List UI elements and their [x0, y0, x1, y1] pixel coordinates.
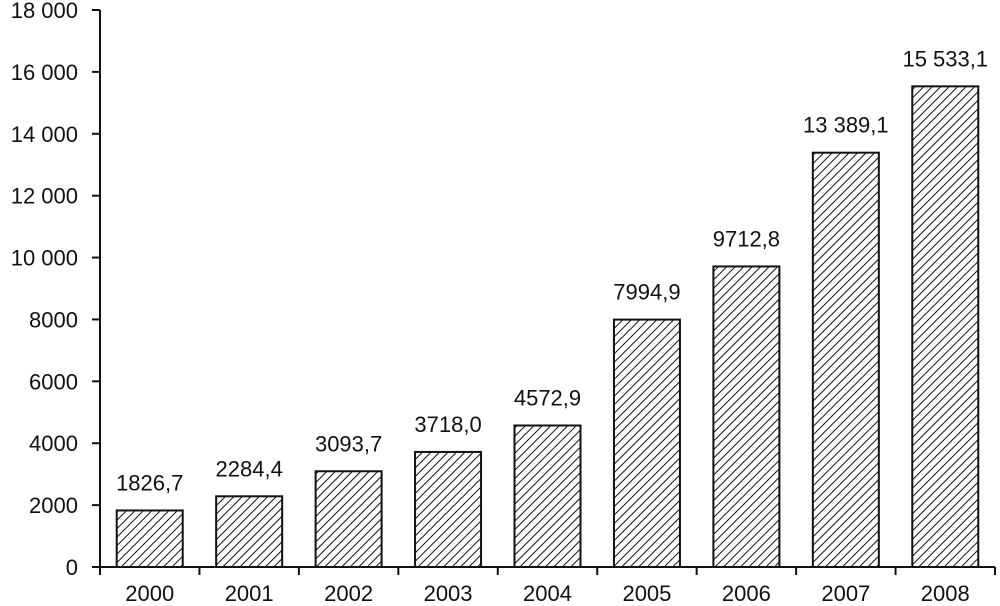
y-tick-label: 18 000	[11, 0, 78, 23]
bar-2007	[811, 151, 880, 568]
y-tick-label: 8000	[29, 307, 78, 332]
x-axis: 2000 2001 2002 2003 2004 2005 2006 2007 2008	[99, 566, 996, 606]
x-tick-label: 2004	[523, 581, 572, 606]
bar-2004	[513, 424, 582, 568]
bar-2008	[911, 85, 980, 568]
bar-2001	[215, 495, 284, 569]
y-tick-label: 6000	[29, 369, 78, 394]
data-label: 15 533,1	[902, 46, 988, 71]
data-label: 1826,7	[116, 470, 183, 495]
y-tick-label: 10 000	[11, 246, 78, 271]
y-tick-label: 4000	[29, 431, 78, 456]
y-tick-label: 12 000	[11, 184, 78, 209]
data-label: 2284,4	[216, 456, 283, 481]
x-tick-label: 2000	[125, 581, 174, 606]
x-tick-label: 2002	[324, 581, 373, 606]
y-tick-label: 2000	[29, 493, 78, 518]
y-tick-label: 16 000	[11, 60, 78, 85]
data-label: 13 389,1	[803, 113, 889, 138]
bars	[115, 85, 980, 569]
bar-2006	[712, 265, 781, 568]
data-label: 3093,7	[315, 431, 382, 456]
x-tick-label: 2008	[921, 581, 970, 606]
data-labels: 1826,7 2284,4 3093,7 3718,0 4572,9 7994,9 9712…	[116, 46, 988, 495]
x-tick-label: 2006	[722, 581, 771, 606]
x-tick-label: 2003	[424, 581, 473, 606]
data-label: 7994,9	[613, 280, 680, 305]
bar-2003	[414, 450, 483, 568]
data-label: 9712,8	[713, 226, 780, 251]
x-tick-label: 2005	[622, 581, 671, 606]
bar-2000	[115, 509, 184, 569]
bar-2005	[612, 318, 681, 568]
y-tick-label: 0	[66, 555, 78, 580]
x-tick-label: 2007	[821, 581, 870, 606]
bar-2002	[314, 470, 383, 569]
x-tick-label: 2001	[225, 581, 274, 606]
data-label: 4572,9	[514, 385, 581, 410]
data-label: 3718,0	[414, 412, 481, 437]
y-axis: 0 2000 4000 6000 8000 10 000 12 000 14 000 16 00…	[11, 0, 101, 580]
y-tick-label: 14 000	[11, 122, 78, 147]
